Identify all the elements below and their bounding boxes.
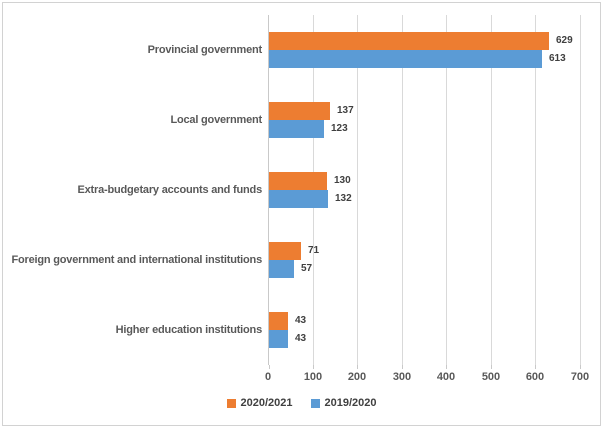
gridline-600 (535, 15, 536, 365)
x-tick-label-100: 100 (303, 371, 323, 383)
bar-2020-2021-row-2 (269, 172, 327, 190)
bar-2019-2020-row-1 (269, 120, 324, 138)
gridline-200 (357, 15, 358, 365)
category-label-0: Provincial government (147, 44, 263, 56)
category-label-3: Foreign government and international ins… (11, 254, 262, 266)
bar-2019-2020-row-4 (269, 330, 288, 348)
gridline-400 (446, 15, 447, 365)
bar-2020-2021-row-1 (269, 102, 330, 120)
value-axis-labels: 0 100 200 300 400 500 600 700 (265, 371, 589, 385)
legend-label-2019-2020: 2019/2020 (324, 397, 377, 409)
x-tick-label-200: 200 (347, 371, 367, 383)
tick-mark-400 (446, 365, 447, 369)
tick-mark-600 (535, 365, 536, 369)
legend-label-2020-2021: 2020/2021 (240, 397, 293, 409)
bar-value-label-2019-2020-row-0: 613 (549, 53, 566, 64)
category-label-1: Local government (170, 114, 262, 126)
bar-value-label-2020-2021-row-2: 130 (334, 175, 351, 186)
tick-mark-500 (491, 365, 492, 369)
legend-item-2020-2021: 2020/2021 (226, 397, 293, 409)
legend-swatch-2019-2020 (310, 398, 320, 408)
x-tick-label-500: 500 (481, 371, 501, 383)
tick-mark-200 (357, 365, 358, 369)
tick-mark-100 (313, 365, 314, 369)
gridline-500 (491, 15, 492, 365)
bar-value-label-2020-2021-row-1: 137 (337, 105, 354, 116)
legend-item-2019-2020: 2019/2020 (310, 397, 377, 409)
x-tick-label-0: 0 (264, 371, 272, 383)
x-tick-label-300: 300 (392, 371, 412, 383)
legend-swatch-2020-2021 (226, 398, 236, 408)
bar-value-label-2019-2020-row-3: 57 (301, 263, 313, 274)
category-axis-labels: Provincial government Local government Ext… (4, 15, 262, 365)
bar-value-label-2019-2020-row-2: 132 (335, 193, 352, 204)
legend: 2020/2021 2019/2020 (0, 397, 603, 409)
bar-2019-2020-row-0 (269, 50, 542, 68)
bar-2020-2021-row-4 (269, 312, 288, 330)
bar-2019-2020-row-2 (269, 190, 328, 208)
gridline-700 (580, 15, 581, 365)
gridline-300 (402, 15, 403, 365)
x-tick-label-400: 400 (436, 371, 456, 383)
x-tick-label-700: 700 (570, 371, 590, 383)
x-tick-label-600: 600 (525, 371, 545, 383)
bar-value-label-2019-2020-row-1: 123 (331, 123, 348, 134)
tick-mark-300 (402, 365, 403, 369)
tick-mark-700 (580, 365, 581, 369)
category-label-4: Higher education institutions (115, 324, 263, 336)
bar-value-label-2019-2020-row-4: 43 (295, 333, 307, 344)
plot-area: 629 613 137 123 130 132 71 57 43 43 (268, 15, 581, 369)
bar-2020-2021-row-0 (269, 32, 549, 50)
bar-value-label-2020-2021-row-0: 629 (556, 35, 573, 46)
bar-2019-2020-row-3 (269, 260, 294, 278)
bar-2020-2021-row-3 (269, 242, 301, 260)
bar-value-label-2020-2021-row-4: 43 (295, 315, 307, 326)
tick-mark-0 (269, 365, 270, 369)
category-label-2: Extra-budgetary accounts and funds (77, 184, 262, 196)
bar-value-label-2020-2021-row-3: 71 (308, 245, 320, 256)
